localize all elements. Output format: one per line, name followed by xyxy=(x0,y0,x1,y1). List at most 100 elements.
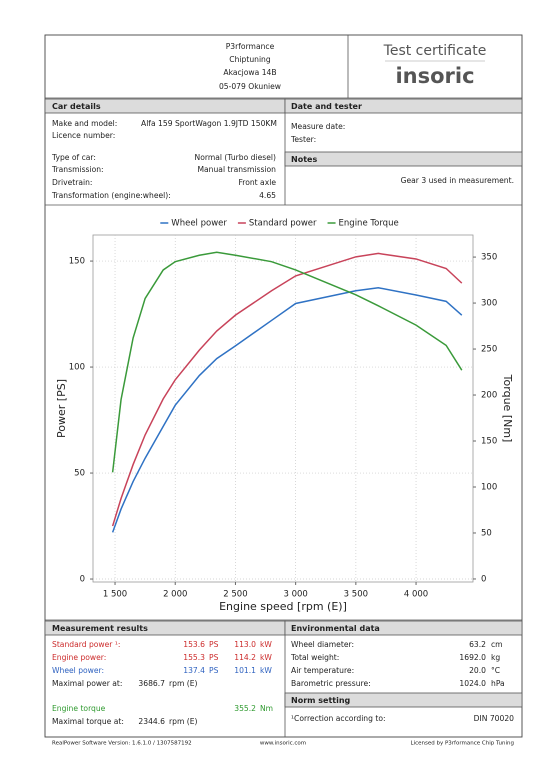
env-value: 63.2 xyxy=(469,640,486,649)
field-label: Tester: xyxy=(290,135,316,144)
result-label: Engine power: xyxy=(52,653,106,662)
note-text: Gear 3 used in measurement. xyxy=(401,176,514,185)
series-line xyxy=(111,252,463,527)
page-border xyxy=(44,34,523,738)
x-tick-label: 2 500 xyxy=(223,590,247,600)
result-value: 113.0 xyxy=(234,640,256,649)
field-value: Normal (Turbo diesel) xyxy=(195,153,276,162)
legend-label: Wheel power xyxy=(171,219,227,229)
env-unit: hPa xyxy=(491,679,505,688)
logo: insoric xyxy=(395,64,474,88)
y-axis-label: Power [PS] xyxy=(55,379,68,438)
field-value: Alfa 159 SportWagon 1.9JTD 150KM xyxy=(141,119,277,128)
legend-label: Standard power xyxy=(249,219,317,229)
y-tick-label: 50 xyxy=(74,469,85,479)
section-heading: Environmental data xyxy=(291,624,380,633)
x-axis-label: Engine speed [rpm (E)] xyxy=(219,600,347,613)
result-unit: rpm (E) xyxy=(169,679,198,688)
result-unit: PS xyxy=(209,653,219,662)
x-tick-label: 2 000 xyxy=(163,590,187,600)
chart: 1 500 2 000 2 500 3 000 3 500 4 000 0 50 100 150 0… xyxy=(55,219,514,614)
x-tick-label: 1 500 xyxy=(103,590,127,600)
env-value: 20.0 xyxy=(469,666,486,675)
y-tick-label: 0 xyxy=(80,575,85,585)
section-bar xyxy=(284,692,523,708)
result-unit: kW xyxy=(260,640,272,649)
field-label: Transformation (engine:wheel): xyxy=(51,191,171,200)
footer-text: RealPower Software Version: 1.6.1.0 / 13… xyxy=(52,741,192,747)
section-heading: Measurement results xyxy=(52,624,148,633)
result-unit: kW xyxy=(260,653,272,662)
y2-tick-label: 150 xyxy=(481,437,497,447)
field-value: Front axle xyxy=(238,178,276,187)
y2-tick-label: 100 xyxy=(481,482,497,492)
result-unit: PS xyxy=(209,640,219,649)
result-label: Engine torque xyxy=(52,704,106,713)
env-label: Wheel diameter: xyxy=(291,640,354,649)
env-unit: °C xyxy=(491,666,500,675)
field-label: Drivetrain: xyxy=(52,178,92,187)
x-tick-label: 3 500 xyxy=(344,590,368,600)
field-label: Measure date: xyxy=(291,122,345,131)
result-value: 3686.7 xyxy=(138,679,165,688)
env-unit: cm xyxy=(491,640,503,649)
x-tick-label: 4 000 xyxy=(404,590,428,600)
result-unit: rpm (E) xyxy=(169,717,198,726)
env-label: Barometric pressure: xyxy=(291,679,371,688)
field-value: Manual transmission xyxy=(197,165,276,174)
result-value: 114.2 xyxy=(234,653,256,662)
section-bar xyxy=(284,620,523,636)
company-line: 05-079 Okuniew xyxy=(219,82,281,91)
series-line xyxy=(111,287,463,533)
field-label: Make and model: xyxy=(52,119,117,128)
norm-label: ¹Correction according to: xyxy=(291,714,386,723)
company-line: Akacjowa 14B xyxy=(223,68,276,77)
result-value: 101.1 xyxy=(234,666,256,675)
company-line: Chiptuning xyxy=(229,55,271,64)
result-unit: PS xyxy=(209,666,219,675)
y2-axis-label: Torque [Nm] xyxy=(501,374,514,443)
footer-text: Licensed by P3rformance Chip Tuning xyxy=(411,741,514,747)
footer-text: www.insoric.com xyxy=(260,741,306,747)
field-label: Transmission: xyxy=(51,165,104,174)
result-label: Maximal power at: xyxy=(52,679,122,688)
env-label: Total weight: xyxy=(290,653,339,662)
field-value: 4.65 xyxy=(259,191,276,200)
y2-tick-label: 300 xyxy=(481,299,497,309)
result-label: Maximal torque at: xyxy=(52,717,124,726)
result-value: 355.2 xyxy=(234,704,256,713)
section-bar xyxy=(284,151,523,167)
series-line xyxy=(111,251,463,473)
result-value: 137.4 xyxy=(183,666,205,675)
env-unit: kg xyxy=(491,653,500,662)
env-value: 1024.0 xyxy=(459,679,486,688)
norm-value: DIN 70020 xyxy=(474,714,515,723)
env-label: Air temperature: xyxy=(291,666,354,675)
result-unit: Nm xyxy=(260,704,273,713)
result-value: 2344.6 xyxy=(138,717,165,726)
section-heading: Norm setting xyxy=(291,696,351,705)
result-value: 155.3 xyxy=(183,653,205,662)
section-heading: Date and tester xyxy=(291,102,362,111)
y-tick-label: 100 xyxy=(69,363,85,373)
y-tick-label: 150 xyxy=(69,257,85,267)
y2-tick-label: 200 xyxy=(481,391,497,401)
x-tick-label: 3 000 xyxy=(283,590,307,600)
section-heading: Notes xyxy=(291,155,317,164)
y2-tick-label: 0 xyxy=(481,574,486,584)
plot-area xyxy=(92,234,474,583)
y2-tick-label: 250 xyxy=(481,345,497,355)
result-value: 153.6 xyxy=(183,640,205,649)
section-heading: Car details xyxy=(52,102,101,111)
result-label: Wheel power: xyxy=(52,666,104,675)
legend-label: Engine Torque xyxy=(339,219,399,229)
section-bar xyxy=(284,98,523,114)
env-value: 1692.0 xyxy=(459,653,486,662)
y2-tick-label: 50 xyxy=(481,528,492,538)
result-label: Standard power ¹: xyxy=(52,640,120,649)
company-line: P3rformance xyxy=(226,42,275,51)
doc-title: Test certificate xyxy=(383,43,487,59)
y2-tick-label: 350 xyxy=(481,253,497,263)
field-label: Licence number: xyxy=(52,131,115,140)
